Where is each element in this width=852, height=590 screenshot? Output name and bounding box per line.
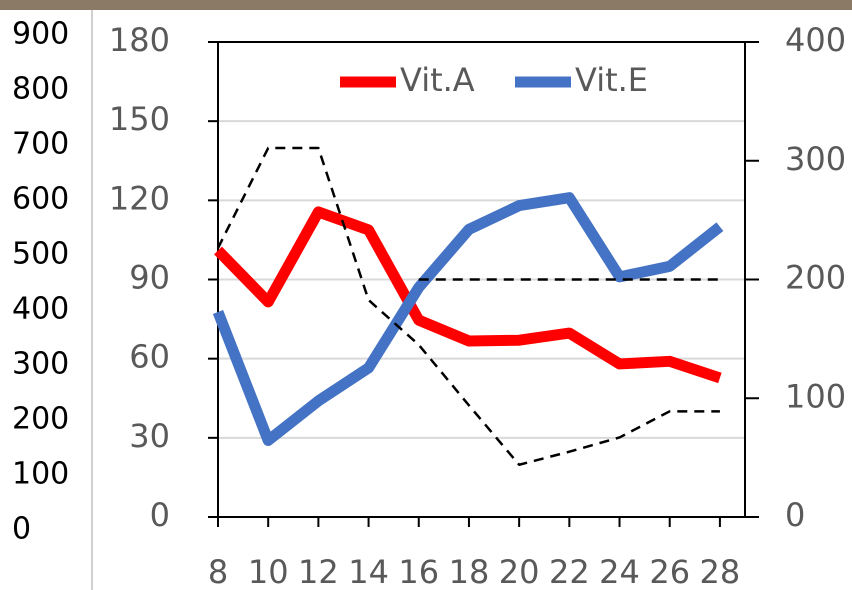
x-tick-label: 18 [449,553,490,590]
y-tick-label: 30 [129,417,170,455]
y2-tick-label: 400 [785,21,846,59]
x-tick-label: 28 [700,553,741,590]
y-tick-label: 150 [109,100,170,138]
y2-tick-label: 300 [785,140,846,178]
y3-tick-label: 600 [12,182,69,217]
x-tick-label: 12 [298,553,339,590]
y3-tick-label: 100 [12,457,69,492]
y-tick-label: 90 [129,259,170,297]
y3-tick-label: 200 [12,402,69,437]
y3-tick-label: 400 [12,292,69,327]
y3-tick-label: 300 [12,347,69,382]
photo-strip [0,0,852,10]
y-tick-label: 0 [150,496,170,534]
y3-tick-label: 500 [12,237,69,272]
x-tick-label: 14 [348,553,389,590]
x-tick-label: 16 [398,553,439,590]
x-tick-label: 10 [248,553,289,590]
y-tick-label: 120 [109,179,170,217]
y2-tick-label: 200 [785,259,846,297]
x-tick-label: 22 [549,553,590,590]
y2-tick-label: 0 [785,496,805,534]
y2-tick-label: 100 [785,377,846,415]
x-tick-label: 26 [649,553,690,590]
chart: 0 30 60 90 120 150 180 0 100 200 300 400 0 100 200 300 4… [0,0,852,590]
legend-label: Vit.E [575,61,648,99]
y3-tick-label: 0 [12,512,31,547]
y3-tick-label: 900 [12,17,69,52]
page: {"chart_data": {"type": "line", "x": [8,… [0,0,852,590]
y-tick-label: 60 [129,338,170,376]
y3-tick-label: 700 [12,127,69,162]
x-tick-label: 20 [499,553,540,590]
legend-label: Vit.A [400,61,475,99]
y3-tick-label: 800 [12,72,69,107]
x-tick-label: 8 [208,553,228,590]
y-tick-label: 180 [109,21,170,59]
x-tick-label: 24 [599,553,640,590]
